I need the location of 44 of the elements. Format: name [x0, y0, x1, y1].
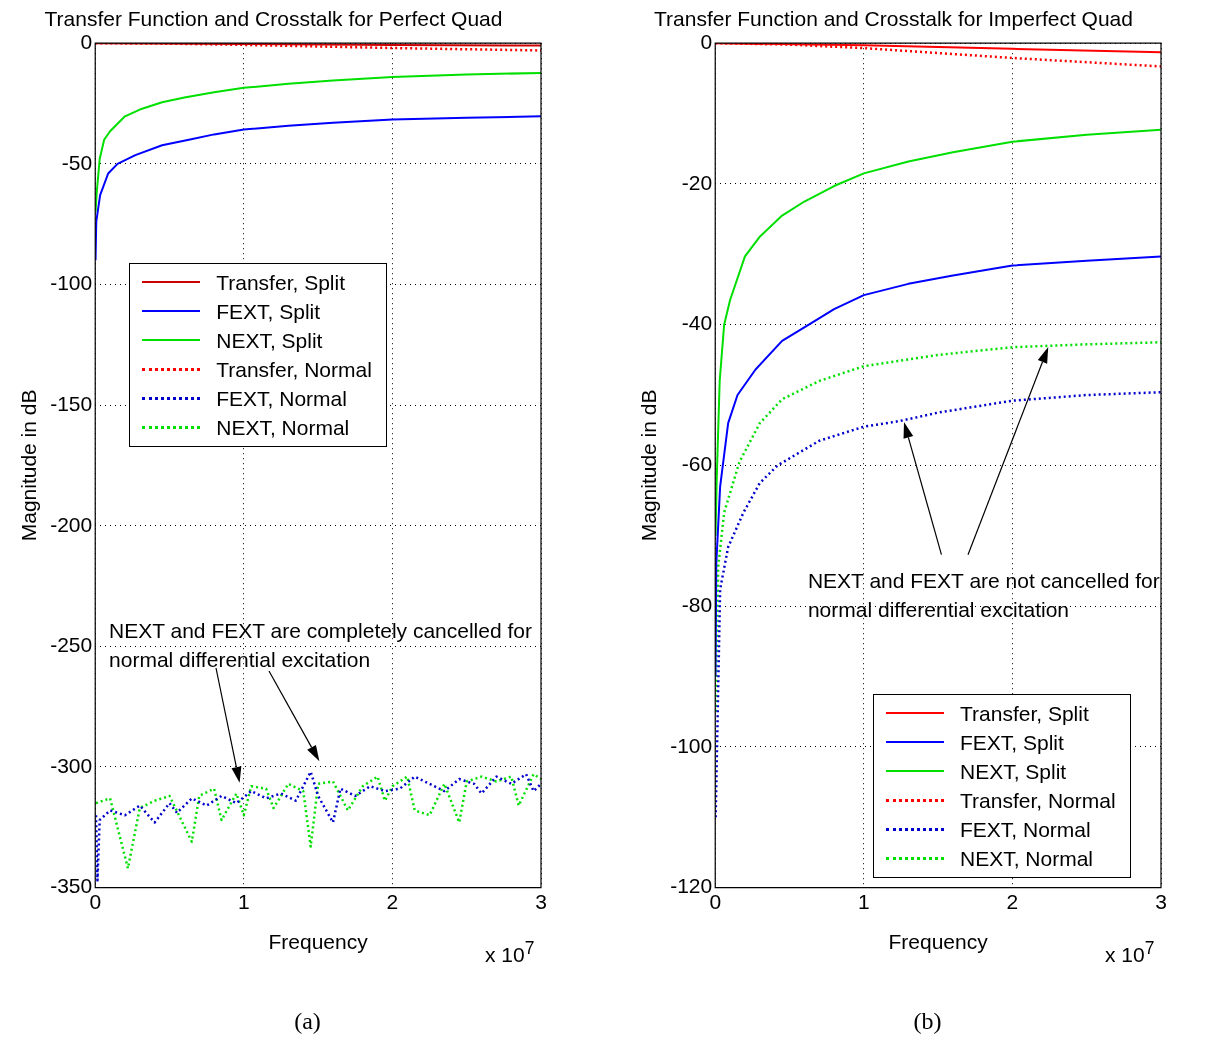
text: x 10$^{7}$	[1105, 936, 1155, 968]
y-tick-label: 0	[700, 30, 713, 53]
legend-label: Transfer, Normal	[960, 787, 1116, 814]
chart-title: Transfer Function and Crosstalk for Perfect Quad	[44, 7, 503, 31]
x-axis-title: Frequency	[268, 930, 369, 954]
legend-label: FEXT, Split	[216, 298, 321, 325]
annotation: NEXT and FEXT are not cancelled for normal differential excitation	[807, 567, 1160, 623]
legend-label: Transfer, Normal	[216, 356, 372, 383]
y-tick-label: -300	[50, 753, 93, 777]
y-tick-label: -20	[681, 170, 713, 194]
legend-label: FEXT, Normal	[960, 816, 1091, 843]
text: (a)	[293, 1008, 322, 1035]
legend-label: Transfer, Split	[216, 269, 345, 296]
x-tick-label: 1	[237, 890, 250, 913]
text: x 10$^{7}$	[485, 936, 535, 968]
legend-label: NEXT, Normal	[216, 414, 350, 441]
y-tick-label: -250	[50, 633, 93, 657]
x-tick-label: 1	[857, 890, 870, 913]
legend-label: NEXT, Split	[216, 327, 323, 354]
x-tick-label: 2	[386, 890, 399, 913]
y-axis-title: Magnitude in dB	[637, 389, 661, 542]
legend-label: Transfer, Split	[960, 700, 1089, 727]
y-tick-label: -50	[61, 150, 93, 174]
y-tick-label: -60	[681, 452, 713, 476]
legend-label: NEXT, Normal	[960, 845, 1094, 872]
x-axis-title: Frequency	[888, 930, 989, 954]
annotation: NEXT and FEXT are completely cancelled for normal differential excitation	[109, 617, 532, 673]
y-tick-label: -200	[50, 512, 93, 536]
y-tick-label: -100	[670, 733, 713, 757]
y-tick-label: -100	[50, 271, 93, 295]
x-tick-label: 3	[1155, 890, 1167, 913]
text: (b)	[912, 1008, 943, 1035]
legend-label: NEXT, Split	[960, 758, 1067, 785]
y-tick-label: -40	[681, 311, 713, 335]
y-tick-label: 0	[80, 30, 93, 53]
legend-label: FEXT, Normal	[216, 385, 347, 412]
x-tick-label: 2	[1006, 890, 1019, 913]
y-tick-label: -80	[681, 592, 713, 616]
line-series	[715, 390, 1161, 819]
legend-label: FEXT, Split	[960, 729, 1064, 756]
x-tick-label: 3	[535, 890, 547, 913]
y-tick-label: -150	[50, 391, 93, 415]
chart-title: Transfer Function and Crosstalk for Imperfect Quad	[654, 7, 1133, 31]
y-axis-title: Magnitude in dB	[17, 389, 41, 542]
